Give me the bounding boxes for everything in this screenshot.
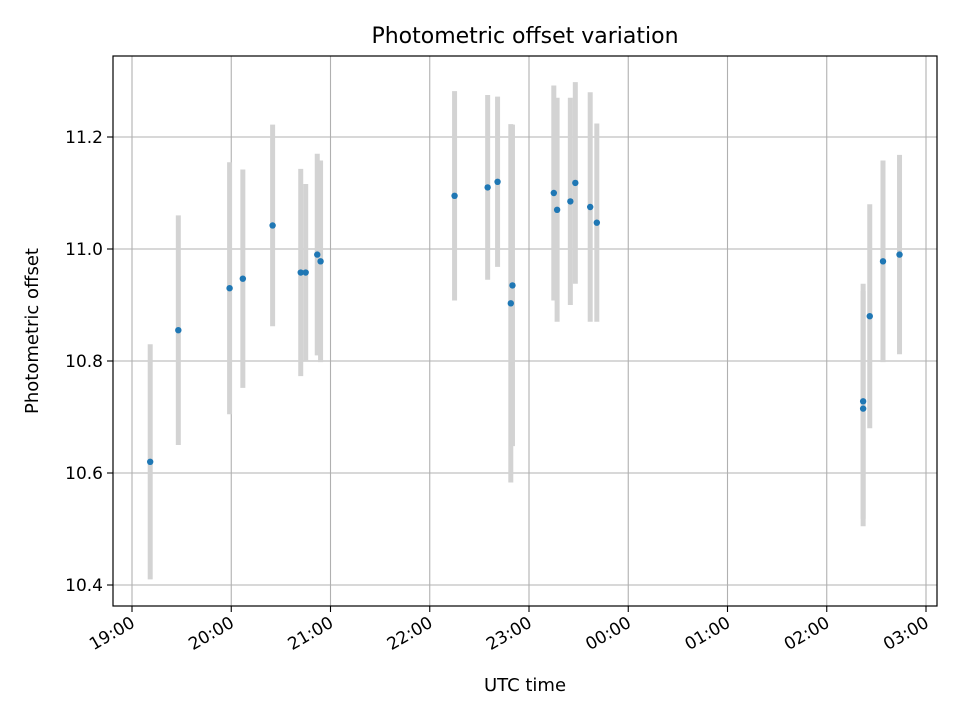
x-tick-label: 00:00: [582, 613, 634, 655]
y-ticks: 10.4 10.6 10.8 11.0 11.2: [65, 128, 113, 596]
error-bars: [147, 82, 903, 580]
y-tick-label: 11.2: [65, 128, 103, 148]
data-point: [550, 189, 558, 197]
x-tick-label: 03:00: [880, 613, 932, 655]
data-point: [269, 222, 276, 229]
y-axis-label: Photometric offset: [22, 248, 43, 414]
x-tick-label: 21:00: [285, 613, 337, 655]
x-ticks: 19:00 20:00 21:00 22:00 23:00 00:00 01:00 02:00…: [86, 606, 933, 655]
data-point: [879, 258, 887, 265]
data-point: [484, 184, 491, 191]
data-point: [297, 269, 304, 276]
data-point: [567, 198, 574, 205]
x-tick-label: 23:00: [483, 613, 535, 655]
data-point: [587, 203, 594, 211]
data-point: [509, 282, 516, 289]
x-tick-label: 19:00: [86, 613, 138, 655]
data-point: [553, 206, 561, 213]
data-point: [593, 219, 601, 226]
data-point: [175, 327, 182, 334]
data-point: [494, 178, 501, 185]
data-point: [859, 398, 867, 405]
data-point: [572, 179, 579, 187]
data-point: [896, 251, 903, 258]
chart-title: Photometric offset variation: [371, 24, 678, 49]
y-tick-label: 10.6: [65, 464, 103, 484]
data-point: [451, 192, 458, 199]
data-point: [226, 285, 233, 292]
x-axis-label: UTC time: [484, 675, 566, 696]
data-point: [302, 269, 309, 276]
data-point: [239, 275, 247, 282]
y-tick-label: 10.8: [65, 352, 103, 372]
data-points: [146, 178, 903, 465]
x-tick-label: 02:00: [781, 613, 833, 655]
data-point: [314, 251, 321, 258]
data-point: [859, 405, 867, 412]
data-point: [146, 458, 154, 465]
y-tick-label: 11.0: [65, 240, 103, 260]
x-tick-label: 01:00: [682, 613, 734, 655]
data-point: [317, 258, 324, 265]
gridlines: [113, 56, 937, 606]
x-tick-label: 22:00: [384, 613, 436, 655]
data-point: [866, 313, 873, 320]
data-point: [507, 300, 515, 307]
y-tick-label: 10.4: [65, 576, 103, 596]
plot-frame: [112, 55, 938, 607]
x-tick-label: 20:00: [185, 613, 237, 655]
